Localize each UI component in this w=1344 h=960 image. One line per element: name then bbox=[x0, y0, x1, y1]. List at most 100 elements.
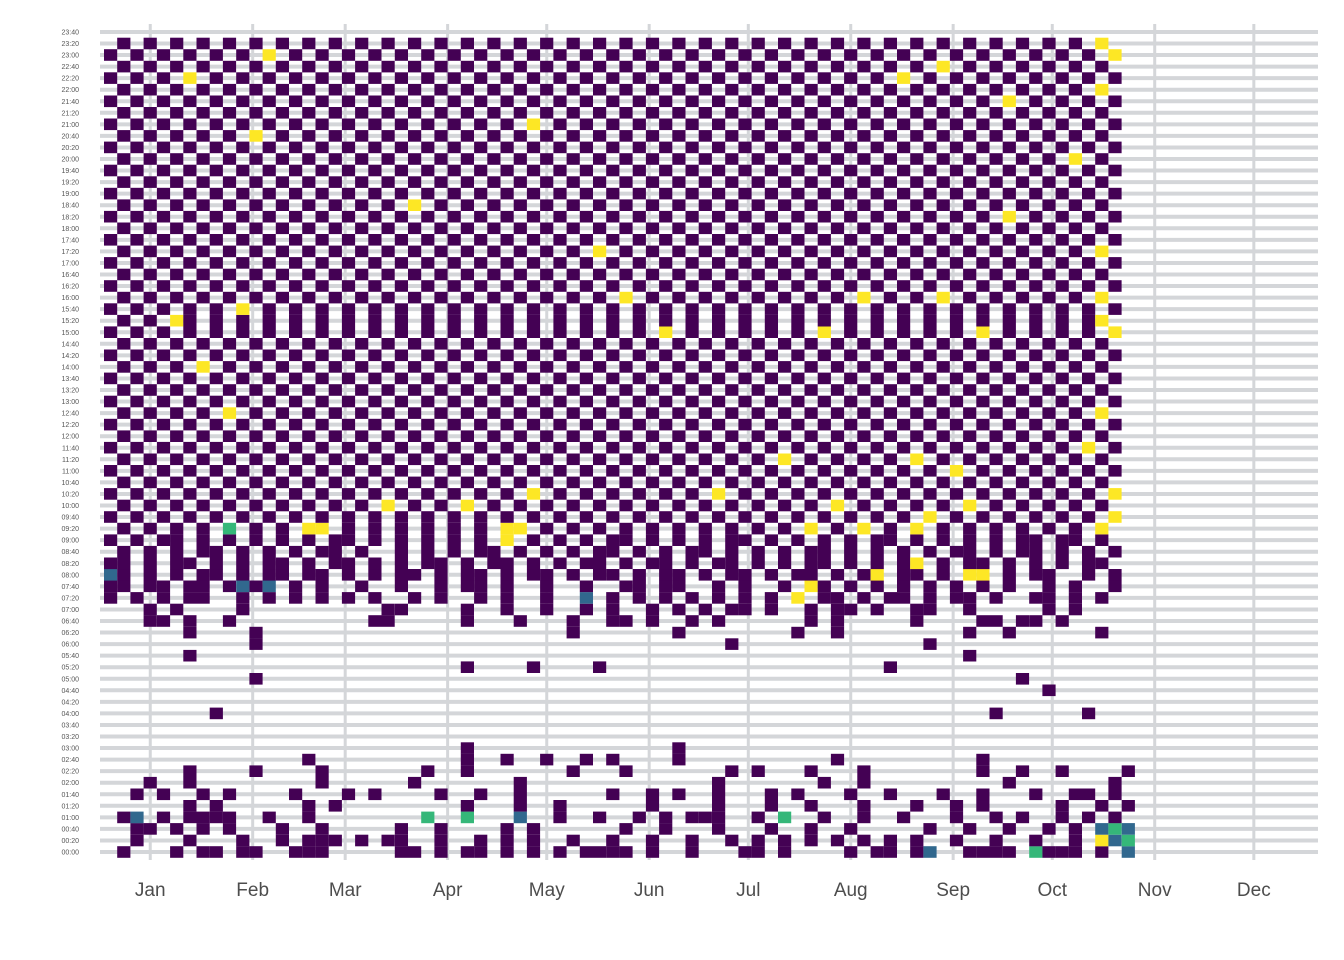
heatmap-cell bbox=[540, 384, 554, 396]
heatmap-cell bbox=[222, 823, 237, 835]
heatmap-cell bbox=[857, 407, 871, 419]
heatmap-cell bbox=[381, 107, 395, 119]
heatmap-cell bbox=[791, 418, 805, 431]
heatmap-cell bbox=[1068, 176, 1082, 188]
heatmap-cell bbox=[672, 407, 686, 419]
heatmap-cell bbox=[1015, 107, 1030, 119]
heatmap-cell bbox=[764, 349, 778, 362]
heatmap-cell bbox=[474, 72, 488, 84]
heatmap-cell bbox=[883, 222, 897, 235]
heatmap-cell bbox=[1029, 441, 1043, 454]
heatmap-cell bbox=[751, 153, 765, 165]
heatmap-cell bbox=[447, 372, 461, 385]
heatmap-cell bbox=[936, 499, 950, 512]
heatmap-cell bbox=[1082, 349, 1096, 362]
heatmap-cell bbox=[659, 234, 673, 246]
heatmap-cell bbox=[1029, 395, 1043, 408]
heatmap-cell bbox=[857, 245, 871, 258]
heatmap-cell bbox=[949, 164, 964, 177]
heatmap-cell bbox=[434, 788, 448, 801]
heatmap-cell bbox=[817, 257, 831, 269]
heatmap-cell bbox=[1055, 557, 1069, 570]
heatmap-cell bbox=[368, 418, 382, 431]
heatmap-cell bbox=[857, 800, 871, 812]
y-tick-label: 04:20 bbox=[61, 699, 79, 706]
heatmap-cell bbox=[949, 187, 964, 200]
heatmap-cell bbox=[712, 72, 726, 84]
heatmap-cell bbox=[712, 511, 726, 523]
heatmap-cell bbox=[315, 569, 329, 581]
heatmap-cell bbox=[712, 257, 726, 269]
y-tick-label: 19:00 bbox=[61, 191, 79, 198]
heatmap-cell bbox=[222, 453, 237, 466]
heatmap-cell bbox=[712, 395, 726, 408]
heatmap-cell bbox=[632, 280, 646, 292]
heatmap-cell bbox=[1068, 37, 1082, 50]
heatmap-cell bbox=[817, 72, 831, 84]
heatmap-cell bbox=[289, 95, 303, 108]
heatmap-cell bbox=[725, 83, 739, 96]
heatmap-cell bbox=[1029, 349, 1043, 362]
heatmap-cell bbox=[130, 326, 144, 338]
heatmap-cell bbox=[289, 395, 303, 408]
heatmap-cell bbox=[844, 441, 858, 454]
heatmap-cell bbox=[566, 430, 580, 442]
heatmap-cell bbox=[1055, 441, 1069, 454]
heatmap-cell bbox=[156, 811, 171, 824]
heatmap-cell bbox=[698, 430, 712, 442]
heatmap-cell bbox=[474, 234, 488, 246]
heatmap-cell bbox=[487, 268, 501, 281]
heatmap-cell bbox=[672, 476, 686, 489]
heatmap-cell bbox=[606, 603, 620, 616]
heatmap-cell bbox=[553, 488, 567, 500]
heatmap-cell bbox=[1095, 823, 1109, 835]
heatmap-cell bbox=[1082, 788, 1096, 801]
heatmap-cell bbox=[1055, 187, 1069, 200]
y-tick-label: 16:00 bbox=[61, 295, 79, 302]
y-tick-label: 06:20 bbox=[61, 630, 79, 637]
heatmap-cell bbox=[421, 326, 435, 338]
heatmap-cell bbox=[156, 592, 171, 604]
heatmap-cell bbox=[104, 187, 118, 200]
heatmap-cell bbox=[236, 314, 250, 327]
heatmap-cell bbox=[289, 314, 303, 327]
heatmap-cell bbox=[936, 522, 950, 535]
heatmap-cell bbox=[222, 811, 237, 824]
heatmap-cell bbox=[183, 488, 197, 500]
heatmap-cell bbox=[513, 338, 527, 350]
heatmap-cell bbox=[302, 153, 316, 165]
heatmap-cell bbox=[698, 222, 712, 235]
heatmap-cell bbox=[645, 245, 660, 258]
heatmap-cell bbox=[844, 349, 858, 362]
heatmap-cell bbox=[764, 234, 778, 246]
heatmap-cell bbox=[738, 234, 752, 246]
heatmap-cell bbox=[315, 522, 329, 535]
heatmap-cell bbox=[936, 60, 950, 73]
heatmap-cell bbox=[328, 83, 342, 96]
heatmap-cell bbox=[421, 395, 435, 408]
heatmap-cell bbox=[566, 615, 580, 627]
heatmap-cell bbox=[857, 37, 871, 50]
heatmap-cell bbox=[883, 522, 897, 535]
heatmap-cell bbox=[844, 465, 858, 477]
heatmap-cell bbox=[593, 291, 607, 304]
heatmap-cell bbox=[976, 441, 990, 454]
heatmap-cell bbox=[196, 453, 210, 466]
heatmap-cell bbox=[222, 788, 237, 801]
heatmap-cell bbox=[249, 765, 263, 777]
heatmap-cell bbox=[526, 569, 541, 581]
heatmap-cell bbox=[460, 753, 474, 766]
heatmap-cell bbox=[989, 846, 1003, 858]
heatmap-cell bbox=[949, 465, 964, 477]
heatmap-cell bbox=[989, 176, 1003, 188]
heatmap-cell bbox=[408, 361, 422, 373]
heatmap-cell bbox=[408, 130, 422, 142]
heatmap-cell bbox=[1082, 707, 1096, 720]
heatmap-cell bbox=[315, 441, 329, 454]
heatmap-cell bbox=[1029, 280, 1043, 292]
heatmap-cell bbox=[738, 95, 752, 108]
heatmap-cell bbox=[302, 834, 316, 847]
heatmap-cell bbox=[685, 372, 699, 385]
heatmap-cell bbox=[936, 153, 950, 165]
heatmap-cell bbox=[196, 245, 210, 258]
